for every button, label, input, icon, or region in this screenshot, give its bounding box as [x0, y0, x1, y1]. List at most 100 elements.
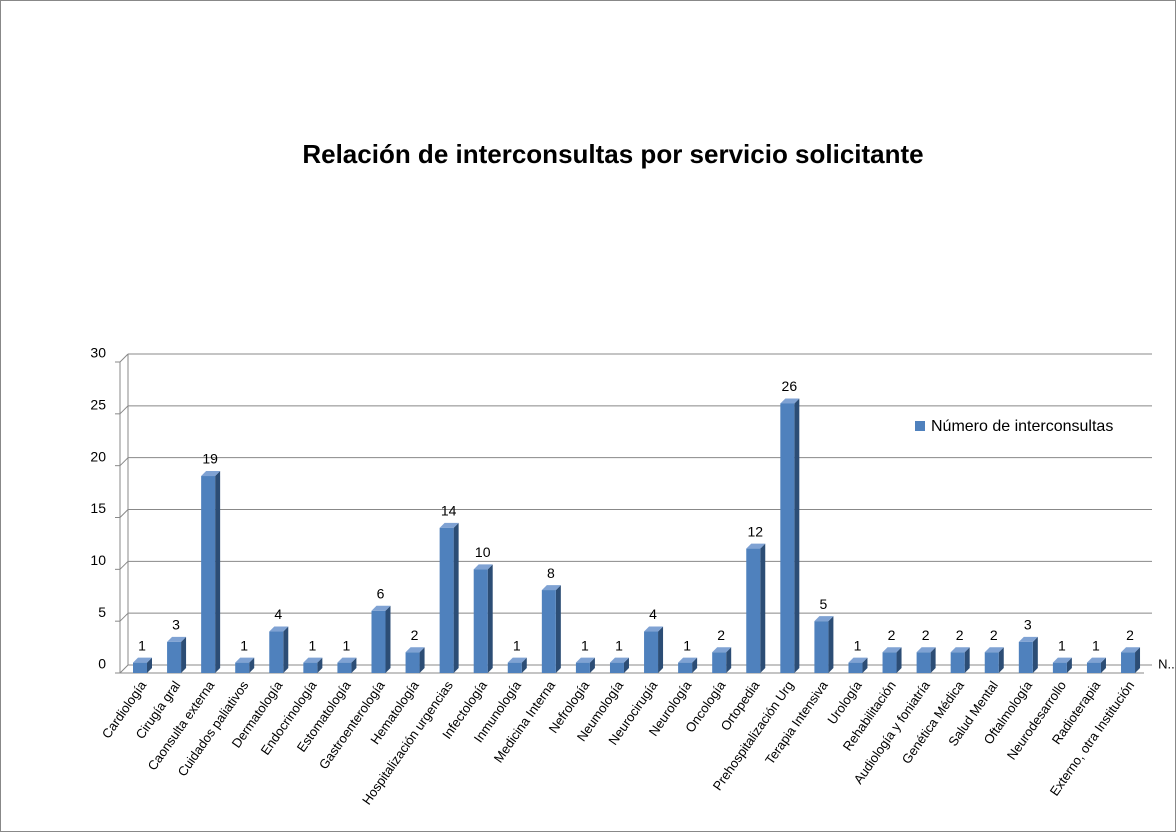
y-tick-label: 25	[90, 397, 106, 413]
bar-side	[147, 657, 152, 673]
grid-line	[119, 405, 129, 415]
bar	[507, 662, 522, 673]
y-tick-label: 0	[98, 656, 106, 672]
bar-side	[1066, 657, 1072, 673]
y-tick-label: 20	[90, 448, 106, 464]
bar-top	[201, 471, 221, 477]
data-label: 10	[475, 544, 491, 560]
bar	[1086, 662, 1101, 673]
bar-side	[794, 398, 800, 673]
bar	[814, 621, 829, 673]
bar-side	[998, 647, 1004, 673]
bar-side	[930, 647, 936, 673]
legend-swatch	[915, 421, 925, 431]
bar	[1018, 641, 1033, 673]
bar	[1121, 652, 1136, 673]
bar-side	[1100, 657, 1106, 673]
data-label: 1	[683, 637, 691, 653]
bar-top	[405, 647, 425, 653]
grid-line	[119, 353, 129, 363]
bar-side	[283, 626, 289, 673]
bar-side	[623, 657, 629, 673]
data-label: 2	[990, 627, 998, 643]
bar-top	[133, 657, 152, 663]
bar	[269, 631, 284, 673]
data-label: 1	[615, 637, 623, 653]
data-label: 1	[240, 637, 248, 653]
bar-side	[555, 585, 561, 673]
bar-side	[896, 647, 902, 673]
y-tick-label: 30	[90, 345, 106, 361]
bar	[712, 652, 727, 673]
data-label: 1	[854, 637, 862, 653]
grid-line	[119, 664, 129, 674]
bar	[167, 641, 182, 673]
bar	[133, 662, 147, 673]
bar-top	[678, 657, 698, 663]
bar-top	[916, 647, 936, 653]
bar-top	[575, 657, 595, 663]
bar-side	[964, 647, 970, 673]
bar	[746, 548, 761, 673]
data-label: 4	[274, 606, 282, 622]
data-label: 1	[1058, 637, 1066, 653]
bar-top	[473, 564, 493, 570]
data-label: 6	[377, 586, 385, 602]
bar-top	[746, 543, 766, 549]
bar-side	[760, 543, 766, 673]
bar-side	[215, 471, 221, 673]
bar-side	[828, 616, 834, 673]
bar-top	[644, 626, 664, 632]
data-label: 2	[888, 627, 896, 643]
bar-side	[419, 647, 425, 673]
bar	[984, 652, 999, 673]
bar	[950, 652, 965, 673]
bar-side	[453, 522, 459, 673]
bar	[337, 662, 352, 673]
bar	[882, 652, 897, 673]
bar	[1052, 662, 1067, 673]
bar-top	[1086, 657, 1106, 663]
bar	[405, 652, 420, 673]
data-label: 2	[411, 627, 419, 643]
bar-top	[269, 626, 289, 632]
bar-top	[882, 647, 902, 653]
data-label: 8	[547, 565, 555, 581]
chart-title: Relación de interconsultas por servicio …	[302, 139, 923, 169]
bar-side	[317, 657, 323, 673]
data-label: 2	[956, 627, 964, 643]
bar-top	[950, 647, 970, 653]
y-tick-label: 15	[90, 500, 106, 516]
bar	[439, 527, 454, 673]
bar-side	[692, 657, 698, 673]
bar-top	[371, 605, 391, 611]
bar-top	[439, 522, 459, 528]
bar-top	[780, 398, 800, 404]
bar	[916, 652, 931, 673]
data-label: 2	[1126, 627, 1134, 643]
grid-line	[119, 612, 129, 622]
bar	[541, 590, 556, 673]
bar-side	[1135, 647, 1141, 673]
x-tick-label: N...	[1158, 656, 1176, 671]
bar-top	[167, 636, 187, 642]
bar-side	[249, 657, 255, 673]
grid-line	[119, 457, 129, 467]
bar-top	[1052, 657, 1072, 663]
data-label: 19	[202, 451, 218, 467]
bar-top	[1121, 647, 1141, 653]
bar	[575, 662, 590, 673]
bar	[678, 662, 693, 673]
bar	[473, 569, 488, 673]
bar	[609, 662, 624, 673]
data-label: 3	[1024, 617, 1032, 633]
bar	[848, 662, 863, 673]
bar-top	[848, 657, 868, 663]
legend-label: Número de interconsultas	[931, 418, 1113, 435]
y-tick-label: 10	[90, 552, 106, 568]
bar-top	[814, 616, 834, 622]
data-label: 4	[649, 606, 657, 622]
grid-line	[119, 509, 129, 518]
